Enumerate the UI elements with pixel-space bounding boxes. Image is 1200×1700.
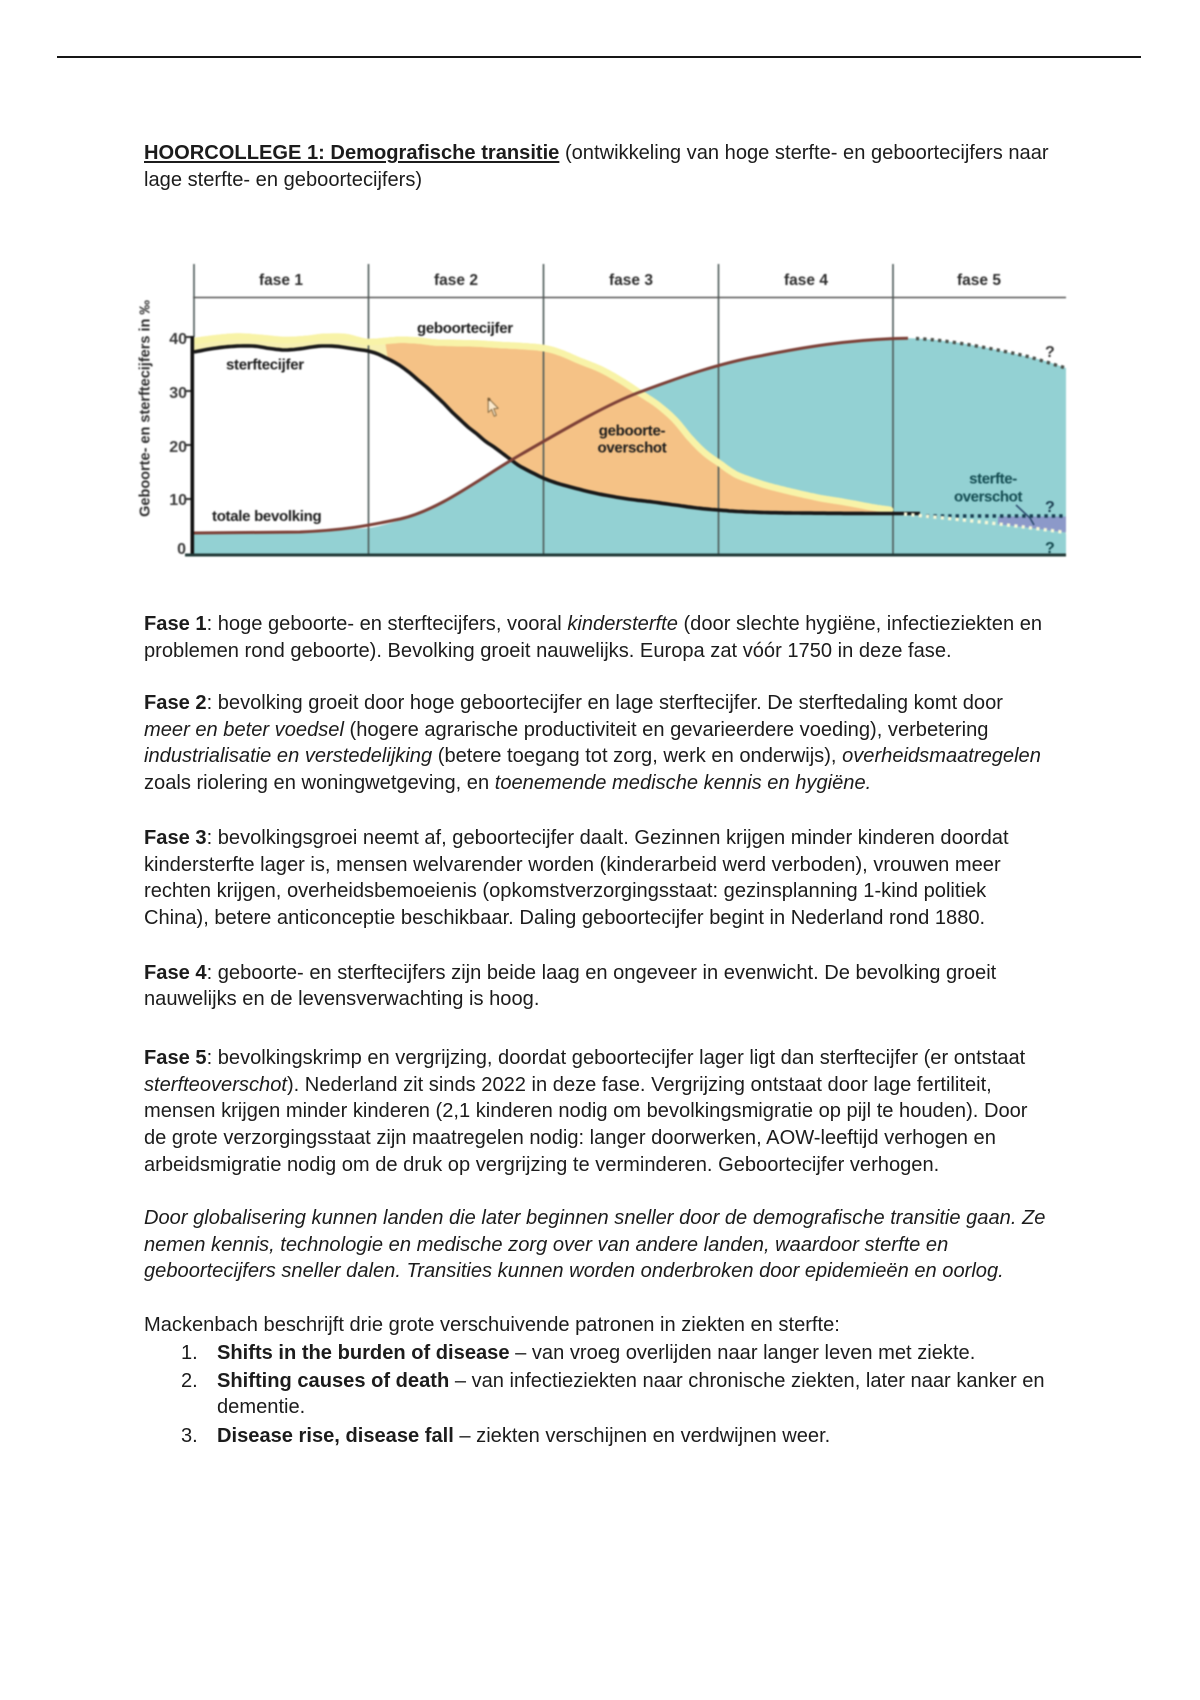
svg-text:?: ? — [1045, 540, 1055, 557]
svg-text:0: 0 — [177, 541, 186, 558]
svg-text:30: 30 — [169, 385, 187, 402]
svg-text:geboortecijfer: geboortecijfer — [417, 320, 513, 337]
svg-text:Geboorte- en sterftecijfers in: Geboorte- en sterftecijfers in ‰ — [138, 300, 154, 517]
svg-text:?: ? — [1045, 499, 1055, 516]
svg-text:fase 2: fase 2 — [434, 272, 478, 289]
svg-text:fase 1: fase 1 — [259, 272, 303, 289]
svg-text:fase 5: fase 5 — [957, 272, 1001, 289]
svg-text:40: 40 — [169, 331, 187, 348]
svg-text:geboorte-: geboorte- — [599, 423, 666, 440]
svg-text:overschot: overschot — [954, 489, 1022, 506]
svg-text:sterfte-: sterfte- — [969, 471, 1017, 488]
svg-text:?: ? — [1045, 344, 1055, 361]
svg-text:sterftecijfer: sterftecijfer — [226, 357, 304, 374]
svg-text:fase 3: fase 3 — [609, 272, 653, 289]
svg-text:totale bevolking: totale bevolking — [212, 508, 322, 525]
svg-text:fase 4: fase 4 — [784, 272, 828, 289]
svg-text:20: 20 — [169, 439, 187, 456]
svg-text:10: 10 — [169, 492, 187, 509]
svg-text:overschot: overschot — [598, 440, 667, 457]
